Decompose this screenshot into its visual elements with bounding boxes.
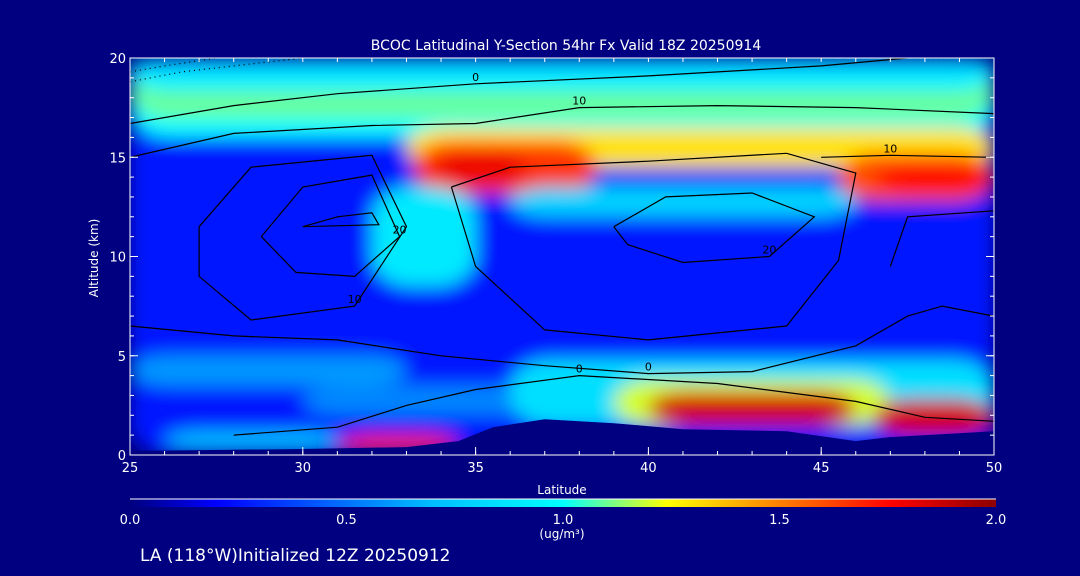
plot-area: 0 10 10 20 20 10 0 0 <box>130 58 994 455</box>
y-tick-label-3: 15 <box>109 151 126 166</box>
colorbar-ticks: 0.0 0.5 1.0 1.5 2.0 <box>120 513 1007 528</box>
contour-label-1: 10 <box>572 95 586 108</box>
contour-label-7: 10 <box>883 142 897 155</box>
colorbar-tick-label-4: 2.0 <box>986 513 1007 528</box>
y-tick-label-1: 5 <box>118 350 126 365</box>
y-axis: 0 5 10 15 20 <box>109 52 994 464</box>
contour-line-8 <box>130 305 994 375</box>
colorbar: 0.0 0.5 1.0 1.5 2.0 (ug/m³) <box>120 498 1007 541</box>
chart-title: BCOC Latitudinal Y-Section 54hr Fx Valid… <box>371 38 762 54</box>
contour-line-7 <box>821 154 994 158</box>
concentration-field <box>130 58 994 455</box>
contour-line-1 <box>130 104 994 158</box>
y-tick-label-2: 10 <box>109 251 126 266</box>
contour-line-2 <box>198 154 408 321</box>
contour-line-10 <box>233 374 994 436</box>
x-tick-label-4: 45 <box>813 461 830 476</box>
contour-line-3 <box>260 174 401 278</box>
field-region-19 <box>164 431 338 450</box>
field-region-9 <box>873 165 994 193</box>
x-tick-label-0: 25 <box>122 461 139 476</box>
field-region-12 <box>130 355 407 386</box>
y-axis-label: Altitude (km) <box>87 219 101 298</box>
field-region-11 <box>510 187 856 217</box>
contour-label-5: 20 <box>762 244 776 257</box>
colorbar-gradient <box>130 499 996 507</box>
contour-line-0 <box>130 58 908 125</box>
colorbar-tick-label-0: 0.0 <box>120 513 141 528</box>
contour-label-0: 0 <box>472 71 479 84</box>
field-region-7 <box>434 153 528 186</box>
contour-label-8: 0 <box>645 361 652 374</box>
x-tick-label-2: 35 <box>467 461 484 476</box>
contour-line-9 <box>889 210 994 267</box>
footer-text: LA (118°W)Initialized 12Z 20250912 <box>140 546 450 566</box>
field-region-10 <box>371 187 476 287</box>
contour-label-2: 10 <box>348 293 362 306</box>
colorbar-tick-label-3: 1.5 <box>769 513 790 528</box>
contour-label-3: 20 <box>393 224 407 237</box>
x-axis: 25 30 35 40 45 50 <box>122 58 1003 476</box>
x-tick-label-5: 50 <box>986 461 1003 476</box>
x-tick-label-1: 30 <box>295 461 312 476</box>
contour-line-4 <box>302 212 380 228</box>
contour-line-5 <box>613 192 816 264</box>
field-region-16 <box>648 391 856 426</box>
colorbar-tick-label-1: 0.5 <box>336 513 357 528</box>
colorbar-units: (ug/m³) <box>539 527 584 541</box>
x-tick-label-3: 40 <box>640 461 657 476</box>
y-tick-label-0: 0 <box>118 449 126 464</box>
field-region-4 <box>130 58 994 74</box>
y-tick-label-4: 20 <box>109 52 126 67</box>
terrain-profile <box>130 419 994 455</box>
contour-line-6 <box>450 152 857 341</box>
contour-label-10: 0 <box>576 363 583 376</box>
colorbar-tick-label-2: 1.0 <box>553 513 574 528</box>
x-axis-label: Latitude <box>537 483 586 497</box>
